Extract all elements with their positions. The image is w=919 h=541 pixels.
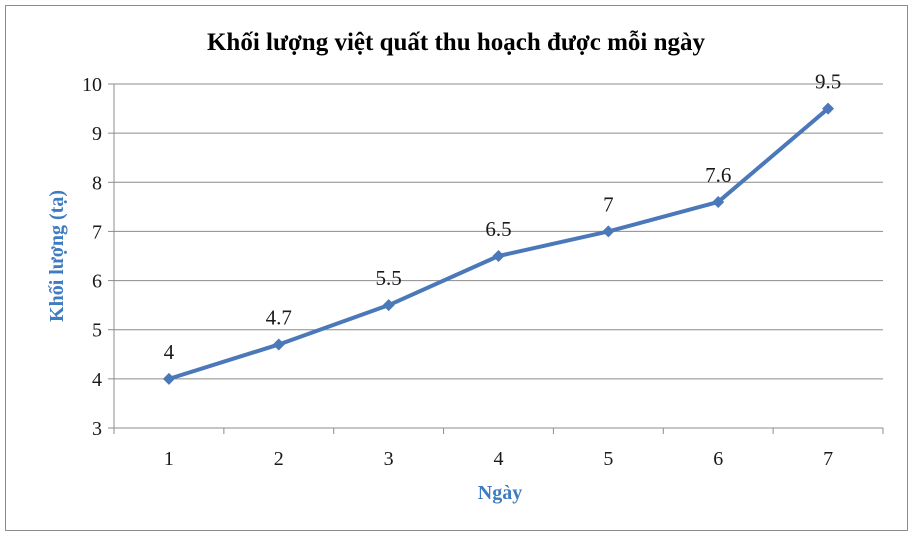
y-tick-label: 8 [92,172,102,194]
y-tick-label: 4 [92,369,102,391]
data-point [712,195,725,208]
x-tick-label: 7 [823,448,833,470]
data-point [272,338,285,351]
y-tick-label: 9 [92,123,102,145]
x-tick-label: 6 [713,448,723,470]
x-axis-title: Ngày [478,482,522,504]
x-tick-labels: 1 2 3 4 5 6 7 [164,448,833,470]
y-tick-label: 6 [92,271,102,293]
y-tick-label: 10 [82,74,102,96]
data-label: 7.6 [705,163,731,187]
data-point [822,102,835,115]
x-tick-label: 1 [164,448,174,470]
series-layer [162,102,835,385]
y-tick-label: 5 [92,320,102,342]
data-point [162,372,175,385]
y-tick-label: 7 [92,221,102,243]
data-label: 4 [164,340,175,364]
data-label: 6.5 [485,217,511,241]
data-point [602,225,615,238]
x-tick-label: 5 [603,448,613,470]
series-line [166,106,831,381]
y-axis-title: Khối lượng (tạ) [46,190,68,322]
x-tick-label: 4 [494,448,504,470]
data-label: 7 [603,192,614,216]
chart-frame [5,5,908,531]
data-label: 4.7 [266,305,292,329]
chart-title: Khối lượng việt quất thu hoạch được mỗi … [207,29,706,56]
x-tick-label: 2 [274,448,284,470]
gridlines [108,83,884,434]
y-tick-labels: 3 4 5 6 7 8 9 10 [82,74,102,440]
y-tick-label: 3 [92,418,102,440]
data-label: 5.5 [376,266,402,290]
data-labels: 4 4.7 5.5 6.5 7 7.6 9.5 [164,70,842,364]
x-tick-label: 3 [384,448,394,470]
data-point [382,299,395,312]
data-point [492,250,505,262]
data-label: 9.5 [815,70,841,94]
